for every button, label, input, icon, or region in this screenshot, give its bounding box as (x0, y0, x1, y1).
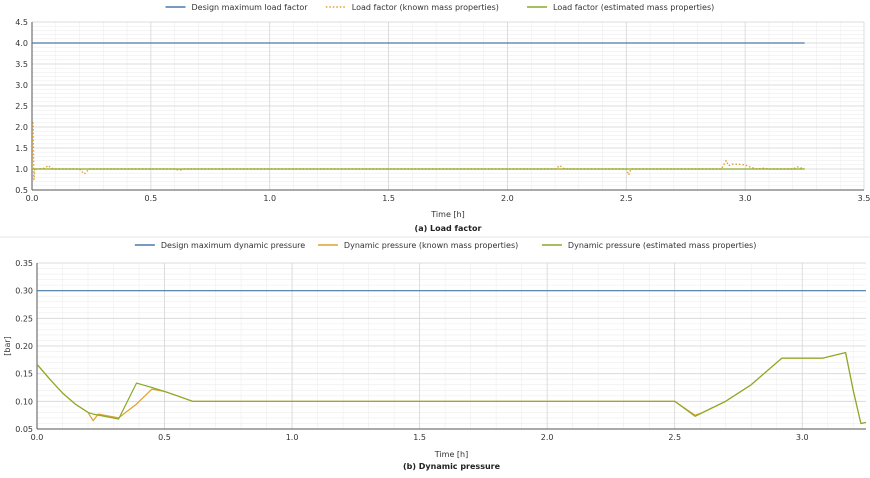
x-tick-label: 2.0 (501, 194, 514, 203)
legend-label: Design maximum dynamic pressure (161, 241, 305, 250)
legend-item: Design maximum dynamic pressure (134, 241, 305, 250)
x-tick-label: 3.0 (739, 194, 752, 203)
chart-dynamic-pressure: 0.0 0.5 1.0 1.5 2.0 2.5 3.0 0.05 0.10 0.15 0.20 0.2… (3, 241, 866, 471)
legend-item: Dynamic pressure (known mass properties) (317, 241, 518, 250)
chart-caption: (a) Load factor (415, 224, 482, 233)
legend-item: Load factor (estimated mass properties) (527, 3, 714, 12)
legend-label: Design maximum load factor (192, 3, 309, 12)
x-tick-label: 1.5 (413, 433, 426, 442)
legend: Design maximum dynamic pressure Dynamic p… (134, 241, 756, 250)
x-axis-label: Time [h] (434, 450, 468, 459)
x-tick-label: 1.0 (286, 433, 299, 442)
x-tick-label: 0.5 (158, 433, 171, 442)
y-tick-label: 0.10 (15, 397, 33, 406)
legend-label: Load factor (known mass properties) (352, 3, 499, 12)
y-tick-label: 4.5 (15, 18, 28, 27)
y-tick-label: 1.0 (15, 165, 28, 174)
y-tick-label: 0.5 (15, 186, 28, 195)
chart-load-factor: 0.0 0.5 1.0 1.5 2.0 2.5 3.0 3.50.51.01.52.02.53… (15, 3, 870, 233)
x-tick-label: 1.0 (263, 194, 276, 203)
x-tick-label: 0.5 (144, 194, 157, 203)
legend-item: Dynamic pressure (estimated mass propert… (541, 241, 756, 250)
y-tick-label: 0.20 (15, 342, 33, 351)
legend-item: Design maximum load factor (165, 3, 309, 12)
y-tick-label: 4.0 (15, 39, 28, 48)
series-group (32, 42, 805, 181)
series-group (37, 290, 866, 425)
y-tick-label: 3.0 (15, 81, 28, 90)
x-tick-label: 1.5 (382, 194, 395, 203)
y-tick-label: 0.15 (15, 370, 33, 379)
y-tick-label: 2.0 (15, 123, 28, 132)
legend-item: Load factor (known mass properties) (325, 3, 499, 12)
x-tick-label: 0.0 (26, 194, 39, 203)
y-tick-label: 3.5 (15, 60, 28, 69)
legend-label: Load factor (estimated mass properties) (553, 3, 714, 12)
grid (36, 262, 866, 430)
y-tick-label: 1.5 (15, 144, 28, 153)
x-axis-label: Time [h] (430, 210, 464, 219)
chart-caption: (b) Dynamic pressure (403, 462, 501, 471)
legend-label: Dynamic pressure (estimated mass propert… (568, 241, 756, 250)
y-tick-label: 0.30 (15, 287, 33, 296)
legend-label: Dynamic pressure (known mass properties) (344, 241, 518, 250)
series-line-1 (37, 352, 866, 425)
y-axis-label: [bar] (3, 336, 12, 356)
x-tick-label: 3.0 (796, 433, 809, 442)
x-tick-label: 2.5 (668, 433, 681, 442)
series-line-1 (32, 122, 805, 181)
grid (31, 21, 865, 191)
x-tick-label: 2.0 (541, 433, 554, 442)
x-tick-label: 2.5 (620, 194, 633, 203)
x-tick-label: 3.5 (858, 194, 870, 203)
series-line-2 (37, 352, 866, 425)
y-tick-label: 2.5 (15, 102, 28, 111)
y-tick-label: 0.35 (15, 259, 33, 268)
legend: Design maximum load factor Load factor (k… (165, 3, 714, 12)
x-tick-label: 0.0 (31, 433, 44, 442)
y-tick-label: 0.05 (15, 425, 33, 434)
y-tick-label: 0.25 (15, 314, 33, 323)
